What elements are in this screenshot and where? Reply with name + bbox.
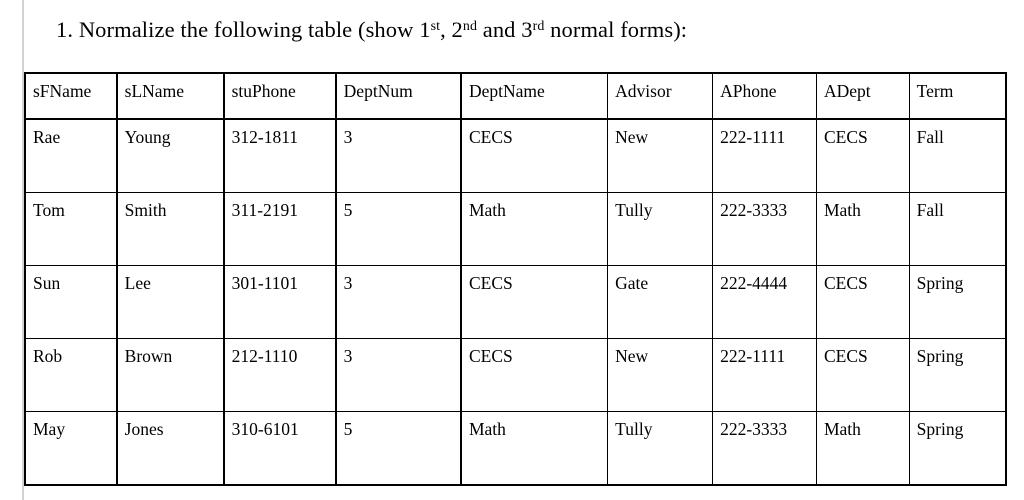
unnormalized-table-container: sFName sLName stuPhone DeptNum DeptName … bbox=[24, 72, 1007, 486]
question-separator-2: and bbox=[477, 17, 522, 42]
cell-adept: CECS bbox=[815, 338, 910, 412]
column-header-deptname: DeptName bbox=[460, 72, 609, 120]
table-row: Sun Lee 301-1101 3 CECS Gate 222-4444 CE… bbox=[24, 265, 1007, 339]
cell-deptnum: 3 bbox=[335, 338, 462, 412]
cell-slname: Young bbox=[116, 118, 225, 193]
table-row: Rae Young 312-1811 3 CECS New 222-1111 C… bbox=[24, 118, 1007, 193]
column-header-stuphone: stuPhone bbox=[223, 72, 337, 120]
cell-advisor: Tully bbox=[607, 192, 714, 266]
table-header-row: sFName sLName stuPhone DeptNum DeptName … bbox=[24, 72, 1007, 120]
ordinal-first: 1st bbox=[419, 17, 440, 42]
cell-term: Spring bbox=[908, 265, 1007, 339]
column-header-adept: ADept bbox=[815, 72, 910, 120]
question-prompt-after: normal forms): bbox=[544, 17, 688, 42]
cell-term: Fall bbox=[908, 118, 1007, 193]
cell-term: Spring bbox=[908, 411, 1007, 486]
cell-sfname: Tom bbox=[24, 192, 118, 266]
cell-slname: Jones bbox=[116, 411, 225, 486]
ordinal-second: 2nd bbox=[452, 17, 478, 42]
ordinal-third: 3rd bbox=[521, 17, 544, 42]
cell-aphone: 222-4444 bbox=[712, 265, 817, 339]
cell-aphone: 222-3333 bbox=[712, 411, 817, 486]
cell-adept: CECS bbox=[815, 118, 910, 193]
column-header-slname: sLName bbox=[116, 72, 225, 120]
cell-advisor: New bbox=[607, 118, 714, 193]
cell-adept: CECS bbox=[815, 265, 910, 339]
question-prompt-before: Normalize the following table (show bbox=[78, 17, 420, 42]
cell-aphone: 222-3333 bbox=[712, 192, 817, 266]
cell-stuphone: 311-2191 bbox=[223, 192, 337, 266]
question-text: 1. Normalize the following table (show 1… bbox=[56, 16, 687, 44]
cell-sfname: Sun bbox=[24, 265, 118, 339]
ordinal-third-suffix: rd bbox=[532, 18, 545, 34]
cell-advisor: New bbox=[607, 338, 714, 412]
cell-deptnum: 3 bbox=[335, 118, 462, 193]
column-header-advisor: Advisor bbox=[607, 72, 714, 120]
cell-advisor: Tully bbox=[607, 411, 714, 486]
table-row: Rob Brown 212-1110 3 CECS New 222-1111 C… bbox=[24, 338, 1007, 412]
ordinal-first-suffix: st bbox=[430, 18, 441, 34]
column-header-aphone: APhone bbox=[712, 72, 817, 120]
unnormalized-table: sFName sLName stuPhone DeptNum DeptName … bbox=[24, 72, 1007, 486]
cell-deptname: Math bbox=[460, 411, 609, 486]
cell-adept: Math bbox=[815, 192, 910, 266]
cell-slname: Brown bbox=[116, 338, 225, 412]
cell-stuphone: 310-6101 bbox=[223, 411, 337, 486]
cell-aphone: 222-1111 bbox=[712, 118, 817, 193]
cell-stuphone: 212-1110 bbox=[223, 338, 337, 412]
cell-sfname: Rae bbox=[24, 118, 118, 193]
cell-sfname: May bbox=[24, 411, 118, 486]
cell-term: Spring bbox=[908, 338, 1007, 412]
cell-deptnum: 3 bbox=[335, 265, 462, 339]
cell-aphone: 222-1111 bbox=[712, 338, 817, 412]
ordinal-first-base: 1 bbox=[419, 17, 431, 42]
cell-deptname: CECS bbox=[460, 265, 609, 339]
ordinal-second-base: 2 bbox=[451, 17, 463, 42]
cell-sfname: Rob bbox=[24, 338, 118, 412]
cell-slname: Lee bbox=[116, 265, 225, 339]
cell-term: Fall bbox=[908, 192, 1007, 266]
cell-stuphone: 312-1811 bbox=[223, 118, 337, 193]
cell-deptnum: 5 bbox=[335, 411, 462, 486]
cell-deptnum: 5 bbox=[335, 192, 462, 266]
cell-deptname: CECS bbox=[460, 118, 609, 193]
table-row: Tom Smith 311-2191 5 Math Tully 222-3333… bbox=[24, 192, 1007, 266]
column-header-sfname: sFName bbox=[24, 72, 118, 120]
cell-advisor: Gate bbox=[607, 265, 714, 339]
question-separator-1: , bbox=[440, 17, 452, 42]
cell-stuphone: 301-1101 bbox=[223, 265, 337, 339]
cell-adept: Math bbox=[815, 411, 910, 486]
question-number: 1. bbox=[56, 17, 74, 42]
table-row: May Jones 310-6101 5 Math Tully 222-3333… bbox=[24, 411, 1007, 486]
cell-deptname: CECS bbox=[460, 338, 609, 412]
cell-deptname: Math bbox=[460, 192, 609, 266]
ordinal-second-suffix: nd bbox=[462, 18, 478, 34]
column-header-deptnum: DeptNum bbox=[335, 72, 462, 120]
page-margin-rule bbox=[22, 0, 24, 500]
cell-slname: Smith bbox=[116, 192, 225, 266]
ordinal-third-base: 3 bbox=[521, 17, 533, 42]
column-header-term: Term bbox=[908, 72, 1007, 120]
